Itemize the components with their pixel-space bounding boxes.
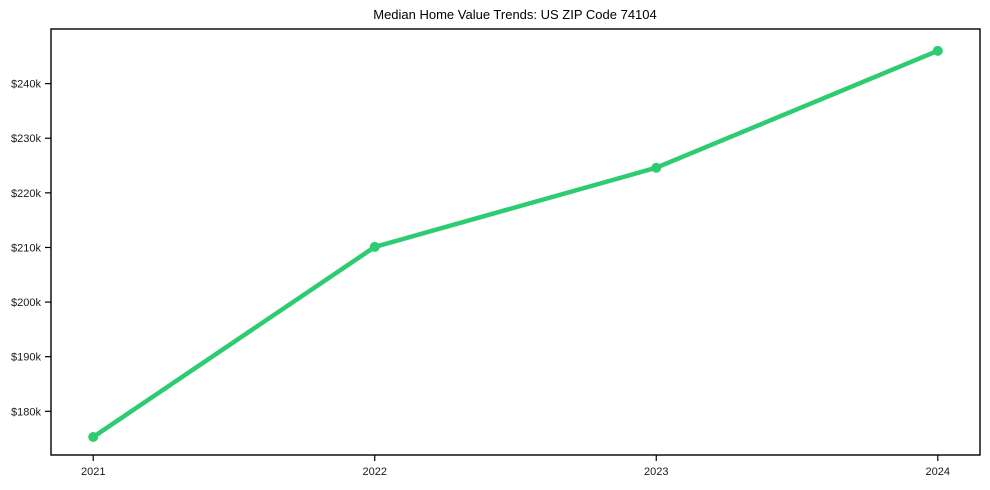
axes-layer: $180k $190k $200k $210k $220k $230k $240k 2021 2… bbox=[11, 79, 950, 478]
chart-title: Median Home Value Trends: US ZIP Code 74… bbox=[373, 7, 657, 22]
x-tick-label: 2024 bbox=[926, 466, 950, 478]
y-tick-label: $180k bbox=[11, 406, 41, 418]
x-tick-label: 2023 bbox=[644, 466, 668, 478]
x-tick-label: 2021 bbox=[81, 466, 105, 478]
y-tick-label: $210k bbox=[11, 242, 41, 254]
x-tick-label: 2022 bbox=[363, 466, 387, 478]
y-tick-label: $240k bbox=[11, 79, 41, 91]
data-point-marker bbox=[932, 45, 943, 56]
y-tick-label: $200k bbox=[11, 297, 41, 309]
trend-line bbox=[90, 48, 941, 440]
y-tick-label: $230k bbox=[11, 133, 41, 145]
y-tick-label: $190k bbox=[11, 352, 41, 364]
y-tick-label: $220k bbox=[11, 188, 41, 200]
plot-border bbox=[50, 28, 981, 456]
data-point-marker bbox=[651, 162, 662, 173]
data-point-marker bbox=[369, 241, 380, 252]
series-layer bbox=[88, 45, 943, 442]
data-point-marker bbox=[88, 431, 99, 442]
